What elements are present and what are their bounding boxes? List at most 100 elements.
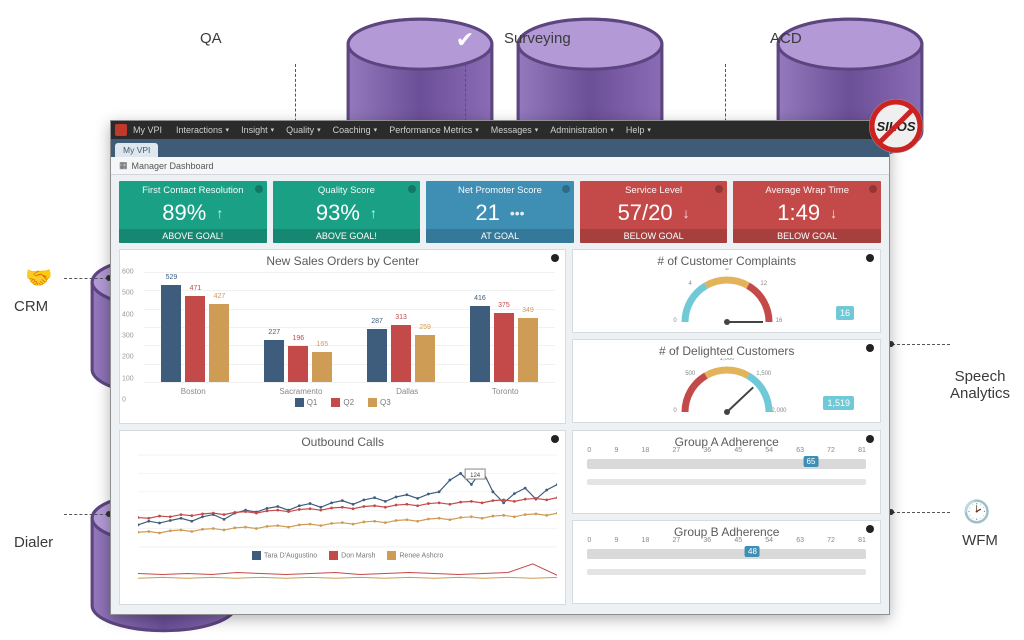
kpi-card[interactable]: Net Promoter Score21•••AT GOAL	[426, 181, 574, 243]
bar-value-label: 375	[494, 302, 514, 309]
kpi-card[interactable]: Average Wrap Time1:49↓BELOW GOAL	[733, 181, 881, 243]
bar[interactable]: 313	[391, 325, 411, 382]
bar[interactable]: 529	[161, 285, 181, 382]
info-icon[interactable]	[866, 525, 874, 533]
menubar: My VPI Interactions▾Insight▾Quality▾Coac…	[111, 121, 889, 139]
adherence-card: Group B Adherence09182736455463728148	[572, 520, 881, 604]
svg-text:4: 4	[688, 281, 692, 287]
bar-value-label: 529	[161, 274, 181, 281]
menu-label: Performance Metrics	[389, 125, 472, 135]
adherence-value-badge: 48	[745, 546, 760, 557]
db-label: Surveying	[504, 30, 571, 47]
db-dialer-icon: ✆	[14, 490, 64, 538]
svg-text:0: 0	[673, 408, 677, 414]
tick-labels: 091827364554637281	[587, 447, 866, 454]
adherence-subbar	[587, 479, 866, 485]
bar[interactable]: 349	[518, 318, 538, 382]
breadcrumb: ▦ Manager Dashboard	[111, 157, 889, 175]
bar[interactable]: 259	[415, 335, 435, 382]
chevron-down-icon: ▾	[317, 126, 321, 134]
svg-text:12: 12	[760, 281, 767, 287]
menu-label: Insight	[241, 125, 268, 135]
x-category-label: Sacramento	[279, 387, 322, 396]
menu-coaching[interactable]: Coaching▾	[327, 123, 384, 137]
menu-quality[interactable]: Quality▾	[280, 123, 327, 137]
kpi-card[interactable]: Quality Score93%↑ABOVE GOAL!	[273, 181, 421, 243]
x-category-label: Toronto	[492, 387, 519, 396]
y-tick-label: 500	[122, 290, 134, 297]
adherence-scale: 09182736455463728148	[587, 549, 866, 559]
bar-value-label: 165	[312, 341, 332, 348]
bar[interactable]: 427	[209, 304, 229, 382]
kpi-title: Quality Score	[279, 185, 415, 196]
db-qa-icon: ☑	[270, 16, 320, 64]
bar[interactable]: 196	[288, 346, 308, 382]
info-icon[interactable]	[866, 344, 874, 352]
menu-label: Help	[626, 125, 645, 135]
bar[interactable]: 375	[494, 313, 514, 382]
kpi-card[interactable]: Service Level57/20↓BELOW GOAL	[580, 181, 728, 243]
menu-interactions[interactable]: Interactions▾	[170, 123, 235, 137]
gauge-title: # of Delighted Customers	[573, 340, 880, 358]
kpi-card[interactable]: First Contact Resolution89%↑ABOVE GOAL!	[119, 181, 267, 243]
line-chart-title: Outbound Calls	[120, 431, 565, 449]
connector	[892, 512, 950, 513]
adherence-value-badge: 65	[804, 456, 819, 467]
db-label: QA	[200, 30, 222, 47]
legend-item[interactable]: Q2	[331, 398, 354, 407]
bar-value-label: 349	[518, 307, 538, 314]
trend-icon: ↑	[216, 205, 223, 221]
adherence-subbar	[587, 569, 866, 575]
legend-item[interactable]: Q3	[368, 398, 391, 407]
menu-label: Administration	[550, 125, 607, 135]
trend-icon: ↑	[370, 205, 377, 221]
menu-help[interactable]: Help▾	[620, 123, 657, 137]
connector	[64, 514, 108, 515]
gauge-delighted-card: # of Delighted Customers 05001,0001,5002…	[572, 339, 881, 423]
bar[interactable]: 471	[185, 296, 205, 382]
chevron-down-icon: ▾	[610, 126, 614, 134]
brand-label: My VPI	[133, 125, 162, 135]
menu-performance-metrics[interactable]: Performance Metrics▾	[383, 123, 485, 137]
adherence-card: Group A Adherence09182736455463728165	[572, 430, 881, 514]
svg-text:500: 500	[685, 371, 696, 377]
chevron-down-icon: ▾	[475, 126, 479, 134]
kpi-status: AT GOAL	[426, 229, 574, 243]
gauge-value-badge: 16	[836, 306, 854, 320]
gauge-complaints-card: # of Customer Complaints 048121616	[572, 249, 881, 333]
bar-value-label: 427	[209, 293, 229, 300]
chevron-down-icon: ▾	[647, 126, 651, 134]
db-wfm-icon: 🕑	[952, 488, 1002, 536]
db-surveying-icon: ✔	[440, 16, 490, 64]
kpi-status: BELOW GOAL	[580, 229, 728, 243]
bar-value-label: 259	[415, 324, 435, 331]
dashboard-icon: ▦	[119, 160, 128, 171]
bar[interactable]: 165	[312, 352, 332, 382]
kpi-value: 1:49	[777, 200, 820, 226]
bar-value-label: 196	[288, 335, 308, 342]
gauge-title: # of Customer Complaints	[573, 250, 880, 268]
kpi-value: 89%	[162, 200, 206, 226]
tab-my-vpi[interactable]: My VPI	[115, 143, 158, 157]
menu-messages[interactable]: Messages▾	[485, 123, 545, 137]
svg-text:1,500: 1,500	[756, 371, 772, 377]
menu-administration[interactable]: Administration▾	[544, 123, 620, 137]
y-tick-label: 200	[122, 354, 134, 361]
db-speech-analytics-icon: ∿	[952, 320, 1002, 368]
chevron-down-icon: ▾	[374, 126, 378, 134]
menu-label: Coaching	[333, 125, 371, 135]
info-icon[interactable]	[866, 435, 874, 443]
tick-labels: 091827364554637281	[587, 537, 866, 544]
legend-item[interactable]: Q1	[295, 398, 318, 407]
kpi-status: ABOVE GOAL!	[119, 229, 267, 243]
connector	[64, 278, 108, 279]
kpi-title: Net Promoter Score	[432, 185, 568, 196]
db-label: CRM	[14, 298, 48, 315]
chevron-down-icon: ▾	[271, 126, 275, 134]
bar[interactable]: 416	[470, 306, 490, 382]
menu-insight[interactable]: Insight▾	[235, 123, 280, 137]
breadcrumb-label: Manager Dashboard	[132, 161, 214, 171]
bar[interactable]: 287	[367, 329, 387, 382]
info-icon[interactable]	[866, 254, 874, 262]
bar[interactable]: 227	[264, 340, 284, 382]
